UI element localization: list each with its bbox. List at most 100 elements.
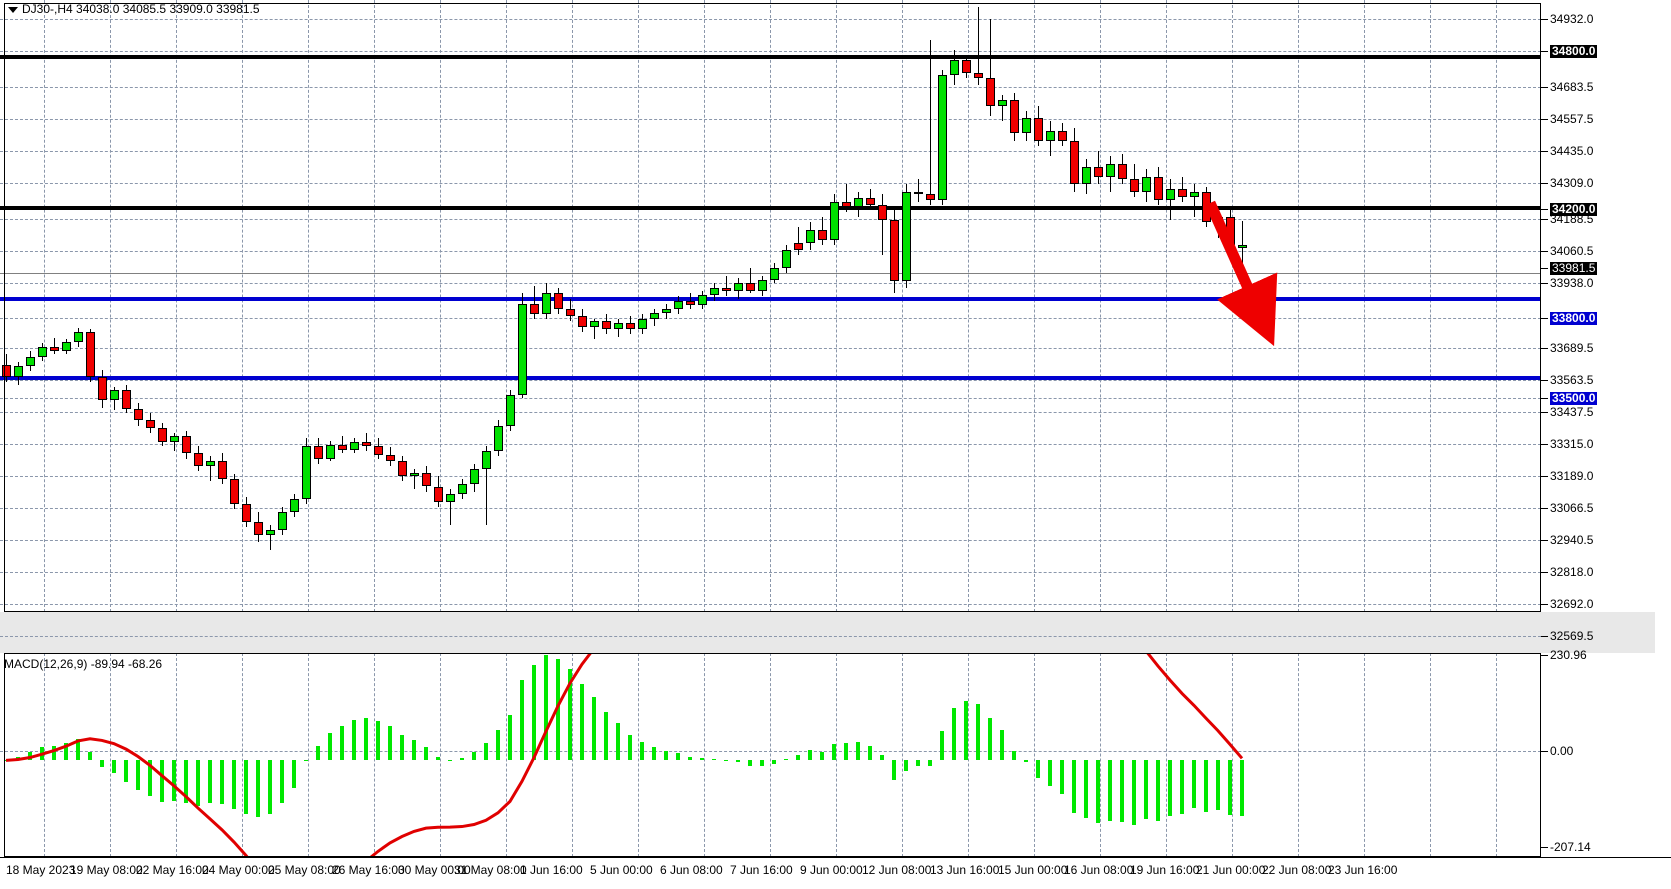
candlestick [818, 0, 827, 612]
macd-histogram-bar [688, 757, 692, 761]
candle-body [266, 529, 275, 535]
candle-body [1046, 130, 1055, 142]
grid-line-vertical [1034, 0, 1035, 612]
candle-wick [930, 39, 931, 205]
macd-histogram-bar [208, 760, 212, 804]
macd-histogram-bar [868, 745, 872, 761]
candlestick [182, 0, 191, 612]
time-label: 25 May 08:00 [268, 863, 341, 877]
macd-histogram-bar [976, 703, 980, 761]
candle-body [926, 194, 935, 200]
macd-histogram-bar [484, 743, 488, 761]
candlestick [254, 0, 263, 612]
price-tick-34188.5: 34188.5 [1541, 213, 1671, 226]
candlestick [338, 0, 347, 612]
candle-wick [726, 275, 727, 297]
candlestick [626, 0, 635, 612]
candle-wick [1182, 176, 1183, 203]
candlestick [446, 0, 455, 612]
price-tick-32940.5: 32940.5 [1541, 534, 1671, 547]
grid-line-vertical [1496, 0, 1497, 612]
macd-histogram-bar [820, 751, 824, 761]
candlestick [194, 0, 203, 612]
macd-histogram-bar [1036, 760, 1040, 778]
macd-histogram-bar [124, 760, 128, 783]
candlestick [614, 0, 623, 612]
candlestick [146, 0, 155, 612]
macd-histogram-bar [604, 711, 608, 761]
macd-histogram-bar [676, 752, 680, 761]
grid-line-horizontal [0, 636, 1541, 637]
level-line-support-33500[interactable] [0, 376, 1541, 380]
macd-histogram-bar [1216, 760, 1220, 811]
time-label: 5 Jun 00:00 [590, 863, 653, 877]
grid-line-vertical [968, 653, 969, 857]
candlestick [854, 0, 863, 612]
candlestick [902, 0, 911, 612]
macd-histogram-bar [856, 741, 860, 761]
candle-body [662, 308, 671, 313]
macd-histogram-bar [964, 701, 968, 761]
chart-title[interactable]: DJ30-,H4 34038.0 34085.5 33909.0 33981.5 [8, 2, 260, 16]
candlestick [974, 0, 983, 612]
candle-body [602, 321, 611, 330]
candle-body [830, 202, 839, 241]
price-axis[interactable]: 34932.0 34800.0 34683.5 34557.5 34435.0 34309… [1541, 0, 1671, 643]
macd-histogram-bar [1048, 760, 1052, 786]
candle-body [278, 511, 287, 530]
macd-histogram-bar [628, 734, 632, 761]
macd-histogram-bar [1072, 760, 1076, 813]
level-line-resistance-34800[interactable] [0, 55, 1541, 59]
candlestick [506, 0, 515, 612]
candle-body [74, 331, 83, 342]
candlestick [110, 0, 119, 612]
candlestick [794, 0, 803, 612]
candle-body [734, 283, 743, 291]
macd-histogram-bar [352, 719, 356, 761]
macd-histogram-bar [640, 741, 644, 761]
macd-label[interactable]: MACD(12,26,9) -89.94 -68.26 [4, 657, 162, 671]
macd-histogram-bar [376, 721, 380, 761]
price-chart-panel[interactable] [0, 0, 1541, 637]
candlestick [434, 0, 443, 612]
grid-line-vertical [242, 0, 243, 612]
grid-line-vertical [1430, 653, 1431, 857]
candle-body [854, 198, 863, 208]
level-line-support-33800[interactable] [0, 297, 1541, 301]
time-axis[interactable]: 18 May 2023 19 May 08:00 22 May 16:00 24 Ma… [0, 857, 1671, 889]
macd-histogram-bar [4, 760, 8, 762]
chevron-down-icon[interactable] [8, 6, 18, 13]
level-line-resistance-34200[interactable] [0, 206, 1541, 210]
macd-indicator-panel[interactable] [0, 653, 1541, 857]
macd-histogram-bar [892, 760, 896, 781]
grid-line-vertical [1100, 653, 1101, 857]
candlestick [590, 0, 599, 612]
time-label: 22 Jun 08:00 [1262, 863, 1332, 877]
candle-body [422, 472, 431, 487]
candle-body [626, 322, 635, 330]
grid-line-vertical [308, 653, 309, 857]
candlestick [62, 0, 71, 612]
macd-axis[interactable]: 230.96 0.00 -207.14 [1541, 649, 1671, 857]
candle-body [674, 301, 683, 309]
price-tick-34060.5: 34060.5 [1541, 245, 1671, 258]
candlestick [422, 0, 431, 612]
candle-body [242, 504, 251, 523]
candle-body [842, 202, 851, 208]
candlestick [1034, 0, 1043, 612]
candlestick [866, 0, 875, 612]
candlestick [1022, 0, 1031, 612]
candlestick [1166, 0, 1175, 612]
candle-body [326, 444, 335, 459]
candlestick [890, 0, 899, 612]
price-tick-33800.0: 33800.0 [1541, 312, 1671, 326]
macd-histogram-bar [712, 758, 716, 761]
candle-body [1178, 189, 1187, 197]
time-label: 30 May 00:00 [398, 863, 471, 877]
candle-wick [918, 179, 919, 203]
candle-wick [690, 293, 691, 309]
candlestick [602, 0, 611, 612]
candlestick [302, 0, 311, 612]
candle-wick [486, 445, 487, 525]
